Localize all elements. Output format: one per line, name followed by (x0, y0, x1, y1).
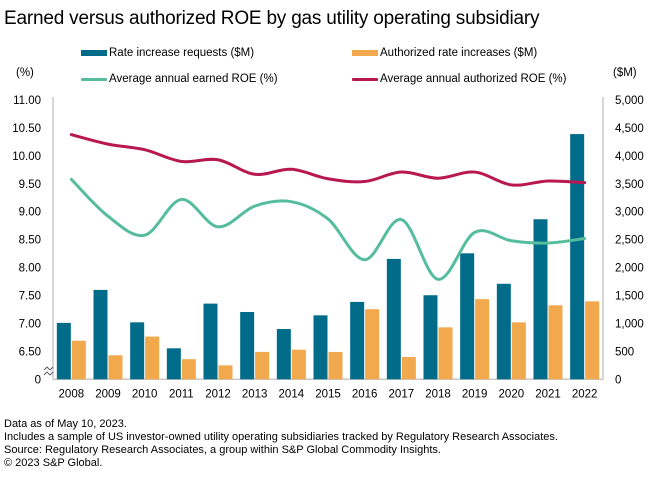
tick-labels: 11.00 10.50 10.00 9.50 9.00 8.50 8.00 7.50 7.00 6… (12, 95, 644, 400)
left-tick-label: 8.00 (19, 263, 41, 275)
right-tick-label: 1,000 (615, 318, 644, 330)
bar-authorized-increases (511, 322, 526, 380)
x-tick-label: 2009 (95, 388, 121, 400)
x-tick-label: 2017 (389, 388, 415, 400)
bar-rate-requests (313, 315, 328, 380)
x-tick-label: 2008 (59, 388, 85, 400)
x-tick-label: 2010 (132, 388, 158, 400)
left-tick-label: 6.50 (19, 346, 41, 358)
bar-rate-requests (496, 283, 511, 380)
bar-authorized-increases (585, 301, 600, 380)
left-tick-label: 9.50 (19, 179, 41, 191)
left-tick-label: 10.50 (12, 123, 41, 135)
left-tick-label: 7.00 (19, 318, 41, 330)
footer-line-date: Data as of May 10, 2023. (4, 418, 127, 430)
left-axis-unit: (%) (16, 67, 34, 79)
bar-authorized-increases (401, 356, 416, 380)
right-tick-label: 2,500 (615, 235, 644, 247)
legend-earned-roe: Average annual earned ROE (%) (81, 73, 278, 85)
legend-swatch-authorized-roe (352, 77, 378, 81)
legend-swatch-authorized-increases (352, 50, 378, 56)
x-tick-label: 2020 (499, 388, 525, 400)
x-tick-label: 2011 (169, 388, 194, 400)
legend-swatch-rate-requests (81, 50, 107, 56)
x-tick-label: 2016 (352, 388, 378, 400)
x-tick-label: 2019 (462, 388, 488, 400)
bar-authorized-increases (255, 351, 270, 380)
left-tick-label: 11.00 (13, 95, 41, 107)
bar-authorized-increases (181, 359, 196, 380)
bar-authorized-increases (108, 355, 123, 380)
bar-authorized-increases (475, 299, 490, 380)
bar-authorized-increases (438, 327, 453, 380)
x-tick-label: 2018 (425, 388, 451, 400)
line-authorized-roe (69, 133, 587, 187)
bar-rate-requests (350, 301, 365, 380)
bar-authorized-increases (218, 365, 233, 380)
bar-authorized-increases (548, 305, 563, 380)
bar-rate-requests (460, 253, 475, 380)
legend-swatch-earned-roe (81, 77, 107, 81)
footer-line-source: Source: Regulatory Research Associates, … (4, 444, 441, 456)
x-tick-label: 2015 (315, 388, 341, 400)
right-tick-label: 4,000 (615, 151, 644, 163)
bar-authorized-increases (365, 309, 380, 380)
left-tick-label: 9.00 (19, 207, 41, 219)
axis-break-icon (43, 366, 54, 376)
bar-rate-requests (240, 311, 255, 380)
bar-rate-requests (203, 303, 218, 380)
right-tick-label: 1,500 (615, 291, 644, 303)
bar-rate-requests (130, 322, 145, 380)
left-tick-label: 8.50 (19, 235, 41, 247)
legend-rate-requests: Rate increase requests ($M) (81, 47, 254, 59)
right-tick-label: 3,500 (615, 179, 644, 191)
bar-rate-requests (166, 348, 181, 380)
bars (56, 134, 600, 380)
footer-line-sample: Includes a sample of US investor-owned u… (4, 431, 558, 443)
bar-rate-requests (93, 289, 108, 380)
bar-authorized-increases (145, 336, 160, 380)
chart-title: Earned versus authorized ROE by gas util… (4, 8, 540, 29)
right-tick-label: 3,000 (615, 207, 644, 219)
right-tick-label: 0 (615, 374, 621, 386)
x-tick-label: 2014 (279, 388, 305, 400)
bar-rate-requests (423, 295, 438, 380)
right-axis-unit: ($M) (613, 67, 637, 79)
bar-authorized-increases (291, 349, 306, 380)
x-tick-label: 2022 (572, 388, 598, 400)
legend-authorized-increases: Authorized rate increases ($M) (352, 47, 537, 59)
right-tick-label: 5,000 (615, 95, 644, 107)
legend-label-rate-requests: Rate increase requests ($M) (109, 47, 255, 59)
x-tick-label: 2012 (205, 388, 231, 400)
bar-rate-requests (276, 329, 291, 380)
bar-authorized-increases (328, 351, 343, 380)
legend-label-earned-roe: Average annual earned ROE (%) (109, 73, 278, 85)
footer: Data as of May 10, 2023. Includes a samp… (4, 418, 558, 470)
legend-authorized-roe: Average annual authorized ROE (%) (352, 73, 566, 85)
left-tick-label: 10.00 (12, 151, 41, 163)
right-tick-label: 500 (615, 346, 634, 358)
line-earned-roe (69, 177, 587, 281)
legend-label-authorized-increases: Authorized rate increases ($M) (380, 47, 538, 59)
bar-rate-requests (386, 258, 401, 380)
axes (43, 97, 604, 381)
right-tick-label: 4,500 (615, 123, 644, 135)
right-tick-label: 2,000 (615, 263, 644, 275)
left-tick-label: 0 (35, 374, 41, 386)
bar-rate-requests (533, 219, 548, 380)
bar-rate-requests (56, 322, 71, 380)
legend-label-authorized-roe: Average annual authorized ROE (%) (380, 73, 567, 85)
bar-authorized-increases (71, 340, 86, 380)
x-tick-label: 2013 (242, 388, 268, 400)
lines (69, 133, 587, 281)
x-tick-label: 2021 (535, 388, 561, 400)
bar-rate-requests (570, 134, 585, 380)
chart-area: 11.00 10.50 10.00 9.50 9.00 8.50 8.00 7.50 7.00 6… (12, 95, 644, 400)
footer-line-copyright: © 2023 S&P Global. (4, 457, 103, 469)
left-tick-label: 7.50 (19, 291, 41, 303)
